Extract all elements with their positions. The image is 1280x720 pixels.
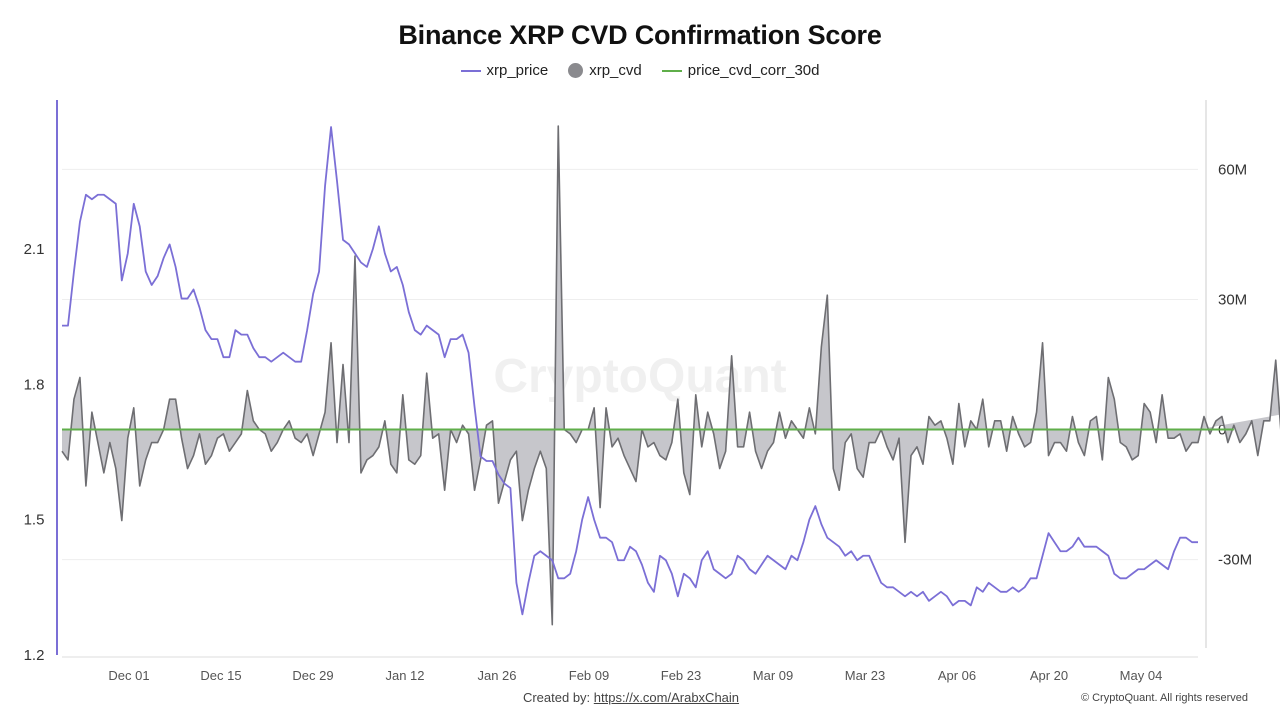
- created-by-credit: Created by: https://x.com/ArabxChain: [0, 690, 1262, 705]
- x-tick-label-5: Feb 09: [569, 668, 609, 683]
- x-tick-label-9: Apr 06: [938, 668, 976, 683]
- x-tick-label-7: Mar 09: [753, 668, 793, 683]
- y-left-tick-label-1: 1.5: [24, 512, 45, 529]
- x-tick-label-10: Apr 20: [1030, 668, 1068, 683]
- legend-item-xrp-cvd[interactable]: xrp_cvd: [568, 62, 642, 79]
- chart-legend: xrp_price xrp_cvd price_cvd_corr_30d: [0, 62, 1280, 79]
- x-tick-label-0: Dec 01: [108, 668, 149, 683]
- legend-swatch-xrp-price: [460, 69, 481, 72]
- y-left-tick-label-0: 1.2: [24, 647, 45, 664]
- legend-item-price-cvd-corr[interactable]: price_cvd_corr_30d: [661, 62, 820, 79]
- x-tick-label-11: May 04: [1120, 668, 1163, 683]
- x-tick-label-3: Jan 12: [385, 668, 424, 683]
- x-tick-label-8: Mar 23: [845, 668, 885, 683]
- chart-title: Binance XRP CVD Confirmation Score: [398, 20, 882, 50]
- legend-item-xrp-price[interactable]: xrp_price: [460, 62, 549, 79]
- series-xrp-price-line: [62, 126, 1198, 616]
- legend-swatch-xrp-cvd: [568, 63, 584, 78]
- x-tick-label-1: Dec 15: [200, 668, 241, 683]
- y-right-tick-label-2: 30M: [1218, 291, 1247, 308]
- legend-swatch-price-cvd-corr: [661, 69, 682, 72]
- y-left-tick-label-2: 1.8: [24, 376, 45, 393]
- watermark-text: CryptoQuant: [493, 350, 786, 403]
- legend-label-xrp-cvd: xrp_cvd: [589, 62, 642, 79]
- series-xrp-cvd-line: [61, 125, 1280, 626]
- created-by-label: Created by:: [522, 690, 591, 705]
- legend-label-price-cvd-corr: price_cvd_corr_30d: [687, 62, 820, 79]
- x-tick-label-6: Feb 23: [661, 668, 701, 683]
- x-tick-label-4: Jan 26: [477, 668, 516, 683]
- y-right-tick-label-3: 60M: [1218, 161, 1247, 178]
- y-right-tick-label-0: -30M: [1218, 552, 1252, 569]
- created-by-link[interactable]: https://x.com/ArabxChain: [593, 690, 740, 705]
- x-tick-label-2: Dec 29: [292, 668, 333, 683]
- copyright-notice: © CryptoQuant. All rights reserved: [1080, 692, 1248, 704]
- y-left-tick-label-3: 2.1: [24, 241, 45, 258]
- legend-label-xrp-price: xrp_price: [486, 62, 549, 79]
